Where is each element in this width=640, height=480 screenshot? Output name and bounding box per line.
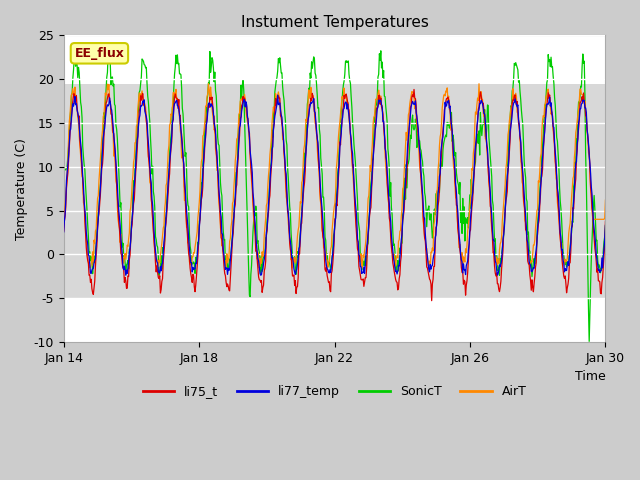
Bar [63,84,605,298]
Legend: li75_t, li77_temp, SonicT, AirT: li75_t, li77_temp, SonicT, AirT [138,380,531,403]
Y-axis label: Temperature (C): Temperature (C) [15,138,28,240]
Text: EE_flux: EE_flux [74,47,124,60]
Title: Instument Temperatures: Instument Temperatures [241,15,429,30]
X-axis label: Time: Time [575,370,605,383]
